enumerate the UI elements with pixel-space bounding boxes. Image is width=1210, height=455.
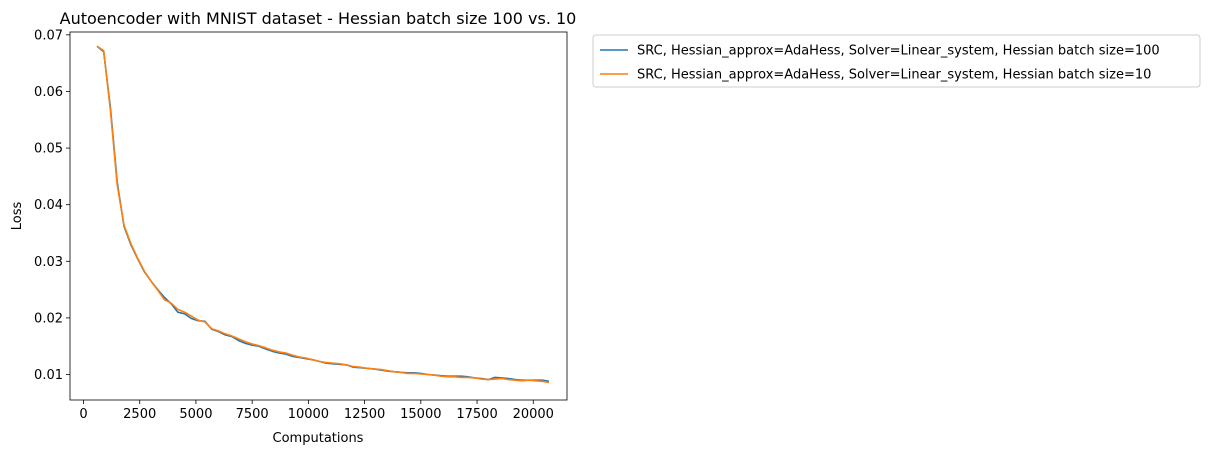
legend-box bbox=[592, 34, 1201, 88]
x-tick-label: 0 bbox=[79, 407, 87, 422]
legend-label-1: SRC, Hessian_approx=AdaHess, Solver=Line… bbox=[637, 44, 1160, 59]
x-tick-label: 5000 bbox=[179, 407, 212, 422]
x-axis: 0 2500 5000 7500 10000 12500 15000 17500 20000 bbox=[79, 400, 554, 422]
y-tick-label: 0.05 bbox=[34, 142, 63, 157]
x-tick-label: 2500 bbox=[123, 407, 156, 422]
x-tick-label: 15000 bbox=[400, 407, 441, 422]
x-axis-label: Computations bbox=[273, 431, 364, 446]
legend: SRC, Hessian_approx=AdaHess, Solver=Line… bbox=[592, 34, 1201, 88]
y-tick-label: 0.07 bbox=[34, 28, 63, 43]
y-tick-label: 0.01 bbox=[34, 368, 63, 383]
series-line-1 bbox=[96, 45, 550, 383]
y-tick-label: 0.02 bbox=[34, 311, 63, 326]
legend-items: SRC, Hessian_approx=AdaHess, Solver=Line… bbox=[600, 44, 1160, 83]
y-tick-label: 0.06 bbox=[34, 85, 63, 100]
x-tick-label: 20000 bbox=[513, 407, 554, 422]
plot-frame bbox=[69, 31, 568, 401]
x-tick-label: 7500 bbox=[236, 407, 269, 422]
y-axis: 0.01 0.02 0.03 0.04 0.05 0.06 0.07 bbox=[34, 28, 70, 383]
series-lines bbox=[96, 45, 550, 384]
x-tick-label: 10000 bbox=[288, 407, 329, 422]
y-tick-label: 0.03 bbox=[34, 255, 63, 270]
x-tick-label: 12500 bbox=[344, 407, 385, 422]
y-axis-label: Loss bbox=[10, 202, 25, 231]
y-tick-label: 0.04 bbox=[34, 198, 63, 213]
chart-title: Autoencoder with MNIST dataset - Hessian… bbox=[60, 9, 577, 28]
x-tick-label: 17500 bbox=[456, 407, 497, 422]
legend-label-2: SRC, Hessian_approx=AdaHess, Solver=Line… bbox=[637, 68, 1151, 83]
series-line-2 bbox=[96, 45, 550, 384]
plot-area bbox=[69, 31, 568, 401]
